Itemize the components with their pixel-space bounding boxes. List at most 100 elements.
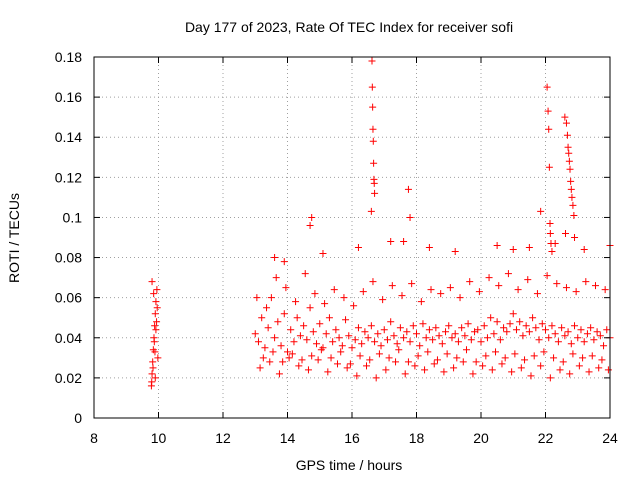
data-point xyxy=(545,163,553,171)
data-point xyxy=(369,125,377,133)
data-point xyxy=(306,221,314,229)
data-point xyxy=(275,370,283,378)
data-point xyxy=(493,242,501,250)
data-point xyxy=(451,248,459,256)
data-point xyxy=(324,368,332,376)
data-point xyxy=(285,354,293,362)
data-point xyxy=(272,274,280,282)
data-point xyxy=(546,229,554,237)
data-point xyxy=(404,358,412,366)
data-point xyxy=(454,338,462,346)
data-point xyxy=(333,360,341,368)
y-tick-label: 0.16 xyxy=(55,89,82,105)
data-point xyxy=(582,278,590,286)
y-axis-label: ROTI / TECUs xyxy=(6,193,22,283)
data-point xyxy=(511,350,519,358)
data-point xyxy=(603,326,611,334)
data-point xyxy=(287,326,295,334)
data-point xyxy=(325,314,333,322)
data-point xyxy=(316,320,324,328)
data-point xyxy=(600,342,608,350)
data-point xyxy=(358,340,366,348)
data-point xyxy=(458,324,466,332)
data-point xyxy=(151,322,159,330)
data-point xyxy=(303,336,311,344)
data-point xyxy=(359,288,367,296)
data-point xyxy=(388,282,396,290)
data-point xyxy=(567,340,575,348)
data-point xyxy=(542,326,549,334)
data-point xyxy=(366,356,374,364)
y-tick-label: 0.04 xyxy=(55,330,82,346)
data-point xyxy=(498,360,506,368)
data-point xyxy=(295,362,303,370)
data-point xyxy=(462,346,470,354)
data-point xyxy=(274,318,282,326)
data-point xyxy=(335,334,343,342)
data-point xyxy=(263,304,271,312)
data-point xyxy=(443,350,451,358)
data-point xyxy=(538,320,546,328)
x-tick-label: 18 xyxy=(409,430,425,446)
data-point xyxy=(374,330,382,338)
data-point xyxy=(319,250,327,258)
data-point xyxy=(398,292,406,300)
data-point xyxy=(477,338,485,346)
data-point xyxy=(251,330,259,338)
data-point xyxy=(353,372,361,380)
data-point xyxy=(150,338,158,346)
data-point xyxy=(395,346,403,354)
data-point xyxy=(533,290,541,298)
data-point xyxy=(475,288,483,296)
data-point xyxy=(561,332,569,340)
data-point xyxy=(383,336,391,344)
data-point xyxy=(512,326,520,334)
data-point xyxy=(459,358,467,366)
data-point xyxy=(332,326,340,334)
data-point xyxy=(514,286,522,294)
data-point xyxy=(558,324,566,332)
data-point xyxy=(437,290,445,298)
data-point xyxy=(490,330,498,338)
data-point xyxy=(482,352,490,360)
data-point xyxy=(309,328,317,336)
data-point xyxy=(372,374,380,382)
data-point xyxy=(393,340,401,348)
data-point xyxy=(149,358,157,366)
data-point xyxy=(529,314,537,322)
data-point xyxy=(301,270,309,278)
data-point xyxy=(254,338,262,346)
data-point xyxy=(548,322,556,330)
data-point xyxy=(379,296,387,304)
data-point xyxy=(385,354,393,362)
data-point xyxy=(521,356,529,364)
data-point xyxy=(404,185,412,193)
data-point xyxy=(304,366,312,374)
data-point xyxy=(150,290,158,298)
data-point xyxy=(483,334,491,342)
data-point xyxy=(567,177,575,185)
data-point xyxy=(148,278,156,286)
data-point xyxy=(153,304,161,312)
data-point xyxy=(550,354,558,362)
data-point xyxy=(591,282,599,290)
data-point xyxy=(429,336,437,344)
data-point xyxy=(547,240,555,248)
data-point xyxy=(387,318,395,326)
data-point xyxy=(580,246,588,254)
data-point xyxy=(569,350,577,358)
data-point xyxy=(348,344,356,352)
data-point xyxy=(416,342,424,350)
data-point xyxy=(440,368,448,376)
data-point xyxy=(537,362,545,370)
data-point xyxy=(419,320,427,328)
data-point xyxy=(264,324,272,332)
data-point xyxy=(253,294,261,302)
data-point xyxy=(361,328,369,336)
data-point xyxy=(438,340,446,348)
data-point xyxy=(296,332,304,340)
data-point xyxy=(266,358,274,366)
data-point xyxy=(561,229,569,237)
data-point xyxy=(354,324,362,332)
